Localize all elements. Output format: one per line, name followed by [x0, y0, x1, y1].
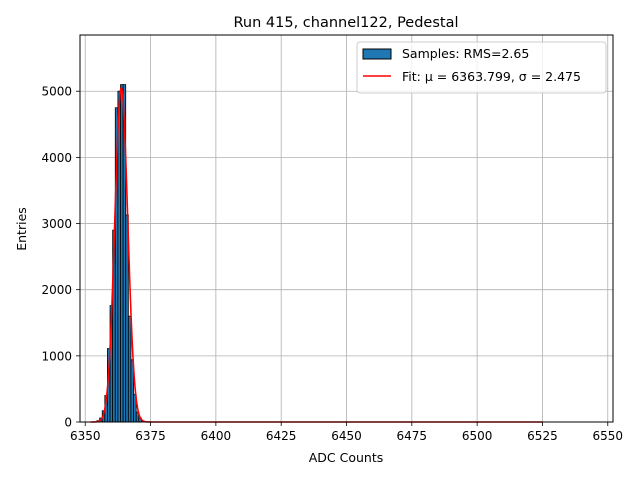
x-tick-label: 6525: [527, 429, 558, 443]
chart-title: Run 415, channel122, Pedestal: [233, 15, 458, 31]
y-tick-label: 5000: [41, 85, 72, 99]
legend-label-fit: Fit: μ = 6363.799, σ = 2.475: [402, 69, 581, 84]
x-axis-label: ADC Counts: [309, 450, 384, 465]
y-tick-label: 3000: [41, 217, 72, 231]
y-axis: 0 1000 2000 3000 4000 5000: [41, 85, 80, 430]
y-tick-label: 0: [64, 416, 72, 430]
y-tick-label: 4000: [41, 151, 72, 165]
x-tick-label: 6450: [331, 429, 362, 443]
legend: Samples: RMS=2.65 Fit: μ = 6363.799, σ =…: [356, 41, 607, 94]
x-tick-label: 6475: [397, 429, 428, 443]
x-tick-label: 6375: [135, 429, 166, 443]
legend-box: [356, 41, 607, 94]
y-tick-label: 1000: [41, 349, 72, 363]
y-tick-label: 2000: [41, 283, 72, 297]
x-tick-label: 6350: [70, 429, 101, 443]
legend-bar-swatch: [362, 48, 392, 60]
x-tick-label: 6400: [201, 429, 232, 443]
legend-label-samples: Samples: RMS=2.65: [402, 46, 529, 61]
x-tick-label: 6425: [266, 429, 297, 443]
y-axis-label: Entries: [14, 207, 29, 251]
x-tick-label: 6500: [462, 429, 493, 443]
x-axis: 6350 6375 6400 6425 6450 6475 6500 6525 6550: [70, 422, 623, 443]
x-tick-label: 6550: [593, 429, 624, 443]
